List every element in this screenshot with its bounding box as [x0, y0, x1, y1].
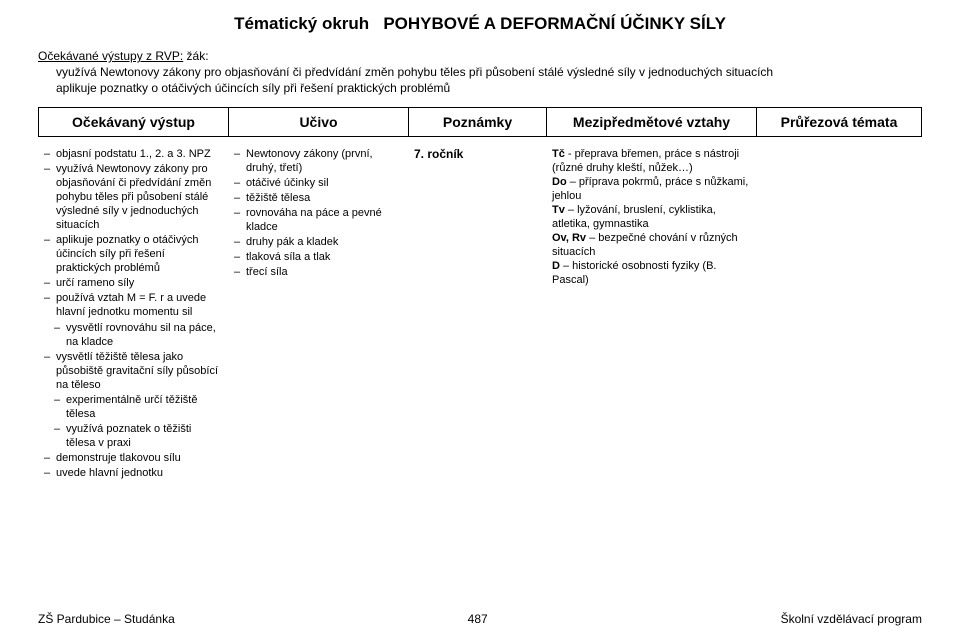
list-item: druhy pák a kladek [228, 235, 402, 249]
cross-subject-line: Do – příprava pokrmů, práce s nůžkami, j… [546, 175, 750, 203]
grade-label: 7. ročník [408, 147, 540, 162]
list-item: aplikuje poznatky o otáčivých účincích s… [38, 233, 222, 275]
footer-left: ZŠ Pardubice – Studánka [38, 612, 175, 626]
list-item: využívá poznatek o těžišti tělesa v prax… [38, 422, 222, 450]
list-item: využívá Newtonovy zákony pro objasňování… [38, 162, 222, 232]
list-item: rovnováha na páce a pevné kladce [228, 206, 402, 234]
list-item: objasní podstatu 1., 2. a 3. NPZ [38, 147, 222, 161]
topic-heading: Tématický okruh POHYBOVÉ A DEFORMAČNÍ ÚČ… [38, 14, 922, 34]
topic-prefix: Tématický okruh [234, 14, 369, 33]
list-item: demonstruje tlakovou sílu [38, 451, 222, 465]
col-poznamky: 7. ročník [408, 147, 546, 482]
list-item: vysvětlí rovnováhu sil na páce, na kladc… [38, 321, 222, 349]
th-ucivo: Učivo [229, 107, 409, 136]
th-mezipredmetove: Mezipředmětové vztahy [547, 107, 757, 136]
list-item: uvede hlavní jednotku [38, 466, 222, 480]
list-item: otáčivé účinky sil [228, 176, 402, 190]
th-prurezova: Průřezová témata [757, 107, 922, 136]
col-mezipredmetove: Tč - přeprava břemen, práce s nástroji (… [546, 147, 756, 482]
header-table: Očekávaný výstup Učivo Poznámky Mezipřed… [38, 107, 922, 137]
rvp-label: Očekávané výstupy z RVP: [38, 49, 183, 63]
cross-subject-line: Tč - přeprava břemen, práce s nástroji (… [546, 147, 750, 175]
footer-center: 487 [468, 612, 488, 626]
content-columns: objasní podstatu 1., 2. a 3. NPZvyužívá … [38, 147, 922, 482]
list-item: Newtonovy zákony (první, druhý, třetí) [228, 147, 402, 175]
list-item: třecí síla [228, 265, 402, 279]
footer-right: Školní vzdělávací program [781, 612, 922, 626]
page-root: Tématický okruh POHYBOVÉ A DEFORMAČNÍ ÚČ… [0, 0, 960, 634]
page-footer: ZŠ Pardubice – Studánka 487 Školní vzděl… [38, 612, 922, 626]
list-item: experimentálně určí těžiště tělesa [38, 393, 222, 421]
col1-list: objasní podstatu 1., 2. a 3. NPZvyužívá … [38, 147, 222, 481]
list-item: těžiště tělesa [228, 191, 402, 205]
cross-subject-line: Ov, Rv – bezpečné chování v různých situ… [546, 231, 750, 259]
cross-subject-line: Tv – lyžování, bruslení, cyklistika, atl… [546, 203, 750, 231]
list-item: tlaková síla a tlak [228, 250, 402, 264]
rvp-header-line: Očekávané výstupy z RVP: žák: [38, 48, 922, 64]
rvp-body-line: využívá Newtonovy zákony pro objasňování… [56, 64, 922, 80]
list-item: vysvětlí těžiště tělesa jako působiště g… [38, 350, 222, 392]
col-ucivo: Newtonovy zákony (první, druhý, třetí)ot… [228, 147, 408, 482]
col-ocekavany-vystup: objasní podstatu 1., 2. a 3. NPZvyužívá … [38, 147, 228, 482]
list-item: určí rameno síly [38, 276, 222, 290]
rvp-suffix: žák: [183, 49, 208, 63]
col2-list: Newtonovy zákony (první, druhý, třetí)ot… [228, 147, 402, 280]
topic-title: POHYBOVÉ A DEFORMAČNÍ ÚČINKY SÍLY [383, 14, 726, 33]
cross-subject-line: D – historické osobnosti fyziky (B. Pasc… [546, 259, 750, 287]
th-ocekavany-vystup: Očekávaný výstup [39, 107, 229, 136]
rvp-body: využívá Newtonovy zákony pro objasňování… [38, 64, 922, 96]
th-poznamky: Poznámky [409, 107, 547, 136]
rvp-body-line: aplikuje poznatky o otáčivých účincích s… [56, 80, 922, 96]
list-item: používá vztah M = F. r a uvede hlavní je… [38, 291, 222, 319]
